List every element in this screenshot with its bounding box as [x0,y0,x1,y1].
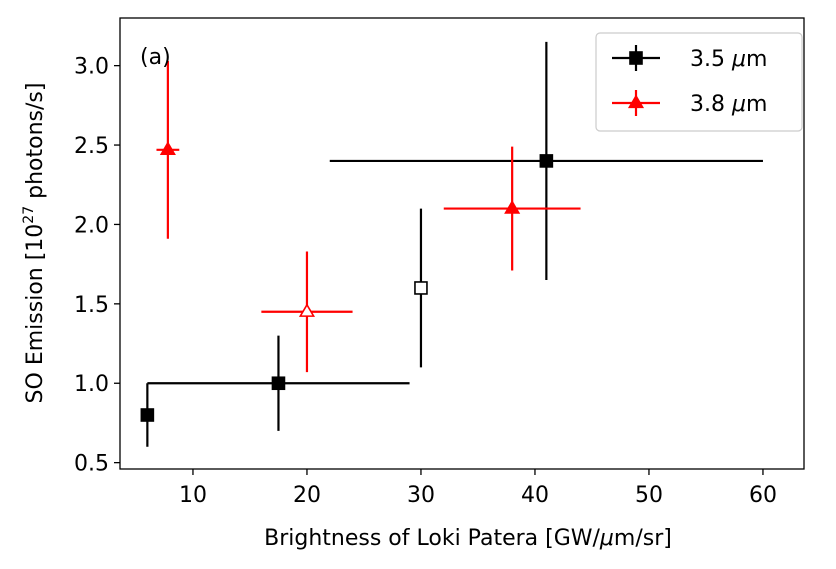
x-tick-label: 30 [407,483,435,508]
legend-label-value: 3.8 [690,92,732,117]
panel-label: (a) [140,45,171,70]
square-marker [629,51,643,65]
x-axis-ticks: 10 20 30 40 50 60 [179,469,777,508]
legend-label: 3.5 μm [690,47,767,72]
legend: 3.5 μm3.8 μm [595,32,803,132]
y-tick-label: 3.0 [74,55,109,80]
x-axis-title-suffix: m/sr] [614,526,672,551]
legend-label: 3.8 μm [690,92,767,117]
triangle-marker [504,199,521,214]
x-axis-title-mu: μ [599,526,614,551]
square-marker [539,154,554,168]
x-tick-label: 20 [293,483,321,508]
x-axis-title-prefix: Brightness of Loki Patera [GW/ [264,526,600,551]
y-tick-label: 0.5 [74,452,109,477]
x-axis-title: Brightness of Loki Patera [GW/μm/sr] [264,526,672,551]
square-marker [271,376,286,391]
legend-label-mu: μ [731,47,746,72]
y-axis-title: SO Emission [1027 photons/s] [21,83,48,404]
y-axis-title-suffix: photons/s] [23,83,48,206]
triangle-marker [627,94,645,109]
series-2 [156,60,581,373]
y-axis-title-prefix: SO Emission [10 [23,224,48,404]
triangle-marker [298,303,316,317]
series-layer [140,41,763,447]
legend-label-mu: μ [731,92,746,117]
series-1 [140,41,763,447]
legend-label-value: 3.5 [690,47,732,72]
plot-area-frame [119,17,805,470]
square-marker [414,281,428,295]
y-tick-label: 1.0 [74,372,109,397]
triangle-marker [159,141,176,155]
x-tick-label: 50 [635,483,663,508]
y-axis-title-exponent: 27 [21,206,37,224]
y-axis-ticks: 0.5 1.0 1.5 2.0 2.5 3.0 [74,55,120,477]
legend-label-unit: m [746,47,767,72]
square-marker [140,408,155,422]
x-tick-label: 60 [749,483,777,508]
y-tick-label: 2.0 [74,213,109,238]
y-tick-label: 1.5 [74,293,109,318]
x-tick-label: 10 [179,483,207,508]
legend-label-unit: m [746,92,767,117]
legend-entry: 3.8 μm [612,90,767,117]
legend-entries: 3.5 μm3.8 μm [612,45,767,117]
y-tick-label: 2.5 [74,134,109,159]
x-tick-label: 40 [521,483,549,508]
legend-entry: 3.5 μm [612,45,767,72]
